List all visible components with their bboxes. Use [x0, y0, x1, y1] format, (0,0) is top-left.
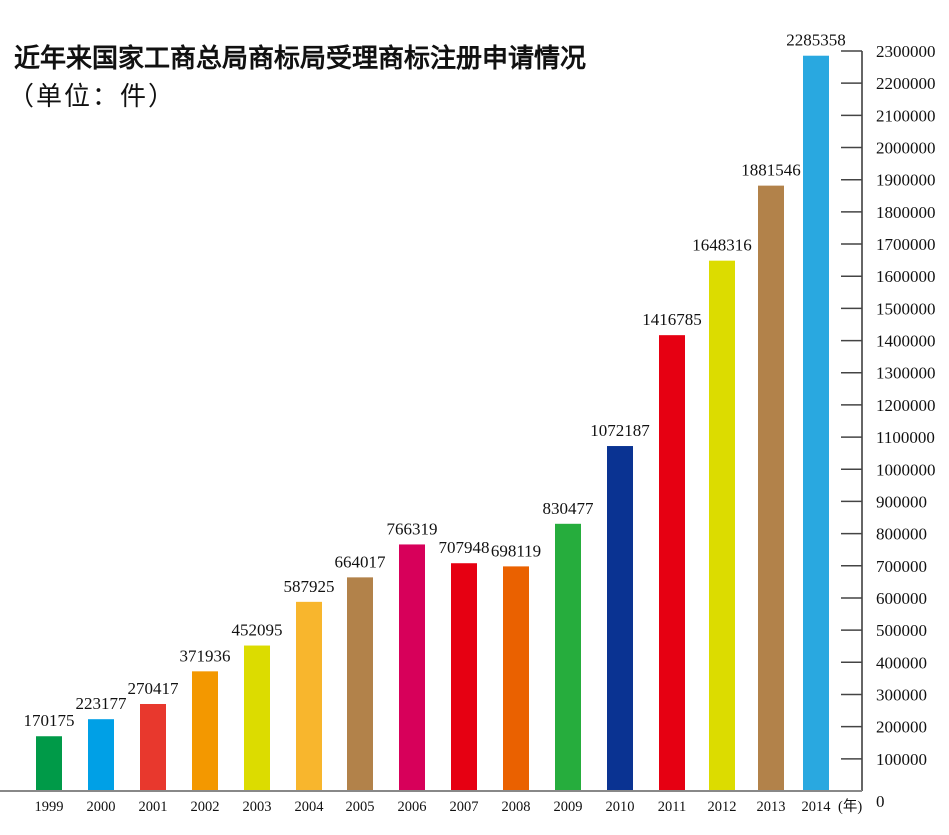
x-tick-label-2002: 2002: [191, 799, 220, 815]
bar-2006: [399, 544, 425, 791]
y-tick-label-2200000: 2200000: [876, 74, 936, 93]
bar-2012: [709, 260, 735, 791]
chart-subtitle-unit: （单位：件）: [8, 82, 177, 112]
value-label-2005: 664017: [335, 552, 387, 571]
value-label-2009: 830477: [543, 499, 595, 518]
y-tick-label-700000: 700000: [876, 557, 927, 576]
y-tick-label-200000: 200000: [876, 718, 927, 737]
y-tick-label-600000: 600000: [876, 589, 927, 608]
value-label-2004: 587925: [284, 577, 335, 596]
y-tick-label-1100000: 1100000: [876, 428, 935, 447]
value-label-2007: 707948: [439, 538, 490, 557]
value-label-2002: 371936: [180, 646, 231, 665]
x-tick-label-2011: 2011: [658, 799, 686, 815]
x-tick-label-2001: 2001: [139, 799, 168, 815]
y-axis: 0 100000 200000 300000 400000 500000 600000 700…: [841, 42, 936, 811]
x-tick-label-2004: 2004: [295, 799, 325, 815]
bar-2014: [803, 55, 829, 792]
value-label-2011: 1416785: [642, 310, 702, 329]
bar-2013: [758, 185, 784, 791]
bar-2002: [192, 671, 218, 791]
bars-group: [36, 55, 829, 792]
chart-title: 近年来国家工商总局商标局受理商标注册申请情况: [14, 44, 587, 74]
x-tick-label-2012: 2012: [708, 799, 737, 815]
y-tick-label-1800000: 1800000: [876, 203, 936, 222]
value-label-2003: 452095: [232, 621, 283, 640]
value-label-2010: 1072187: [590, 421, 650, 440]
x-tick-label-2003: 2003: [243, 799, 272, 815]
value-label-2013: 1881546: [741, 161, 801, 180]
value-label-2006: 766319: [387, 519, 438, 538]
bar-2009: [555, 523, 581, 791]
bar-2001: [140, 703, 166, 791]
bar-2005: [347, 577, 373, 791]
y-tick-label-1600000: 1600000: [876, 267, 936, 286]
x-tick-label-2006: 2006: [398, 799, 427, 815]
y-tick-label-1300000: 1300000: [876, 364, 936, 383]
y-tick-label-0: 0: [876, 792, 885, 811]
x-tick-label-2008: 2008: [502, 799, 531, 815]
y-tick-label-400000: 400000: [876, 653, 927, 672]
y-tick-label-300000: 300000: [876, 685, 927, 704]
x-tick-label-2010: 2010: [606, 799, 635, 815]
bar-2011: [659, 335, 685, 791]
y-tick-label-100000: 100000: [876, 750, 927, 769]
y-tick-label-2100000: 2100000: [876, 106, 936, 125]
y-tick-label-800000: 800000: [876, 525, 927, 544]
bar-2003: [244, 645, 270, 791]
value-label-2014: 2285358: [786, 31, 846, 50]
bar-2004: [296, 601, 322, 791]
value-label-2012: 1648316: [692, 236, 752, 255]
x-tick-label-2013: 2013: [757, 799, 786, 815]
y-tick-label-1400000: 1400000: [876, 332, 936, 351]
bar-2008: [503, 566, 529, 791]
x-tick-label-2005: 2005: [346, 799, 375, 815]
x-axis-unit-label: (年): [838, 798, 862, 815]
value-label-2000: 223177: [76, 694, 128, 713]
y-tick-label-2300000: 2300000: [876, 42, 936, 61]
value-label-2008: 698119: [491, 541, 541, 560]
x-tick-label-2000: 2000: [87, 799, 116, 815]
y-tick-label-1500000: 1500000: [876, 299, 936, 318]
y-tick-label-2000000: 2000000: [876, 139, 936, 158]
bar-1999: [36, 736, 62, 791]
x-tick-labels-group: 1999 2000 2001 2002 2003 2004 2005 2006 2007 2008…: [35, 799, 832, 815]
bar-2010: [607, 446, 633, 791]
y-tick-label-1000000: 1000000: [876, 460, 936, 479]
bar-2000: [88, 719, 114, 791]
x-tick-label-2014: 2014: [802, 799, 832, 815]
x-tick-label-1999: 1999: [35, 799, 64, 815]
bar-2007: [451, 563, 477, 791]
y-tick-label-900000: 900000: [876, 492, 927, 511]
x-tick-label-2009: 2009: [554, 799, 583, 815]
y-tick-label-500000: 500000: [876, 621, 927, 640]
y-tick-label-1700000: 1700000: [876, 235, 936, 254]
y-tick-label-1900000: 1900000: [876, 171, 936, 190]
value-label-2001: 270417: [128, 679, 180, 698]
x-tick-label-2007: 2007: [450, 799, 479, 815]
value-label-1999: 170175: [24, 711, 75, 730]
y-tick-label-1200000: 1200000: [876, 396, 936, 415]
